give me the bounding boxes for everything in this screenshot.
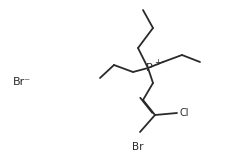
Text: Br: Br	[132, 142, 144, 152]
Text: +: +	[155, 57, 161, 67]
Text: P: P	[146, 63, 152, 73]
Text: Br⁻: Br⁻	[13, 77, 31, 87]
Text: Cl: Cl	[179, 108, 188, 118]
